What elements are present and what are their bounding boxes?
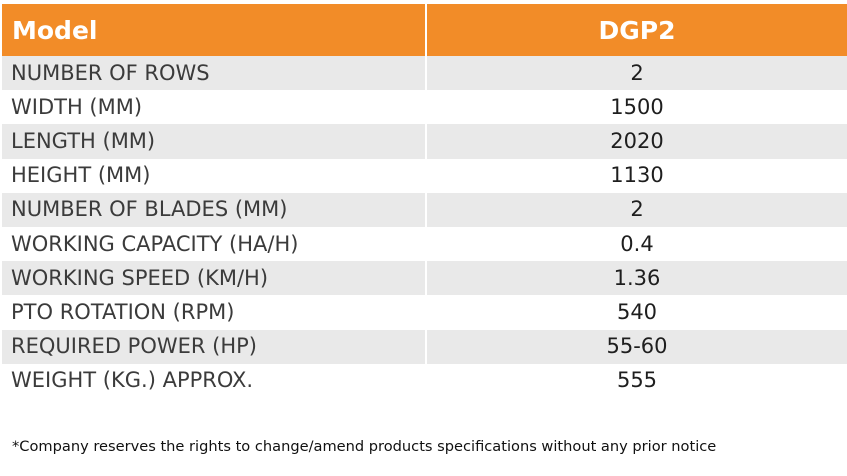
spec-value: 2 <box>426 56 847 91</box>
spec-label: NUMBER OF ROWS <box>2 56 427 91</box>
table-row: WEIGHT (KG.) APPROX. 555 <box>2 363 847 398</box>
spec-label: HEIGHT (MM) <box>2 158 427 193</box>
spec-label: NUMBER OF BLADES (MM) <box>2 192 427 227</box>
spec-label: WIDTH (MM) <box>2 90 427 125</box>
table-row: WORKING CAPACITY (HA/H) 0.4 <box>2 226 847 262</box>
model-header-label: Model <box>2 4 427 56</box>
spec-label: WORKING CAPACITY (HA/H) <box>2 226 427 262</box>
spec-value: 0.4 <box>426 226 847 262</box>
spec-label: LENGTH (MM) <box>2 124 427 159</box>
model-header-value: DGP2 <box>426 4 847 56</box>
spec-value: 1130 <box>426 158 847 193</box>
table-row: WIDTH (MM) 1500 <box>2 90 847 125</box>
table-header-row: Model DGP2 <box>2 4 847 56</box>
spec-label: WEIGHT (KG.) APPROX. <box>2 363 427 398</box>
spec-label: WORKING SPEED (KM/H) <box>2 261 427 296</box>
spec-value: 555 <box>426 363 847 398</box>
spec-value: 1.36 <box>426 261 847 296</box>
table-row: PTO ROTATION (RPM) 540 <box>2 295 847 330</box>
table-row: NUMBER OF ROWS 2 <box>2 56 847 91</box>
spec-label: REQUIRED POWER (HP) <box>2 329 427 364</box>
spec-value: 2 <box>426 192 847 227</box>
spec-label: PTO ROTATION (RPM) <box>2 295 427 330</box>
table-row: LENGTH (MM) 2020 <box>2 124 847 159</box>
table-row: NUMBER OF BLADES (MM) 2 <box>2 192 847 227</box>
spec-value: 1500 <box>426 90 847 125</box>
spec-value: 540 <box>426 295 847 330</box>
table-row: REQUIRED POWER (HP) 55-60 <box>2 329 847 364</box>
table-row: WORKING SPEED (KM/H) 1.36 <box>2 261 847 296</box>
spec-value: 55-60 <box>426 329 847 364</box>
table-row: HEIGHT (MM) 1130 <box>2 158 847 193</box>
disclaimer-footnote: *Company reserves the rights to change/a… <box>12 438 717 455</box>
spec-value: 2020 <box>426 124 847 159</box>
spec-table: Model DGP2 NUMBER OF ROWS 2 WIDTH (MM) 1… <box>2 4 847 398</box>
